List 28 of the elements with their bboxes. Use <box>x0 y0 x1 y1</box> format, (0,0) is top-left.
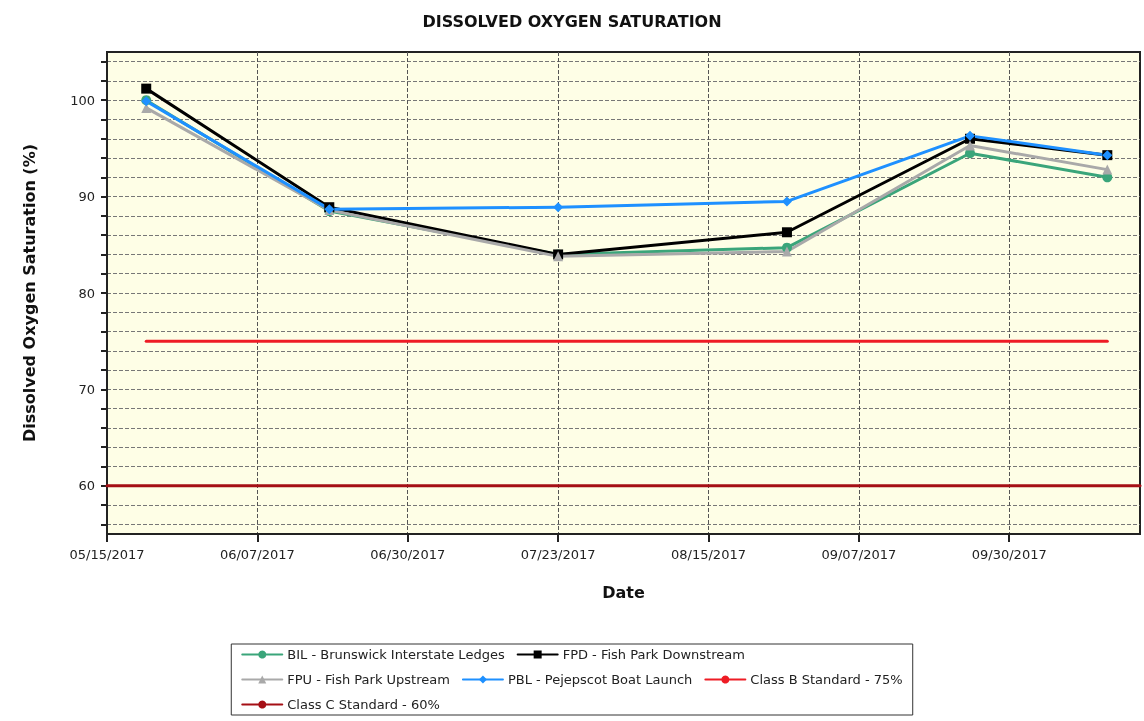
point <box>553 202 564 213</box>
x-tick-label: 06/07/2017 <box>219 547 295 562</box>
y-tick-label: 70 <box>78 381 95 397</box>
y-axis-title: Dissolved Oxygen Saturation (%) <box>19 144 39 442</box>
x-axis-title: Date <box>602 582 645 602</box>
x-tick-label: 09/07/2017 <box>821 547 897 562</box>
y-tick-label: 100 <box>70 92 95 108</box>
chart-title: DISSOLVED OXYGEN SATURATION <box>422 11 722 31</box>
x-tick-label: 08/15/2017 <box>671 547 746 562</box>
y-tick-label: 80 <box>78 285 95 301</box>
legend-label: BIL - Brunswick Interstate Ledges <box>287 647 505 662</box>
point <box>781 196 792 207</box>
x-tick-label: 05/15/2017 <box>69 547 145 562</box>
y-tick-label: 60 <box>78 478 95 494</box>
x-tick-label: 06/30/2017 <box>370 547 446 562</box>
x-tick-label: 09/30/2017 <box>971 547 1047 562</box>
x-tick-label: 07/23/2017 <box>520 547 596 562</box>
point <box>781 246 792 257</box>
point <box>1102 164 1113 175</box>
point <box>965 140 976 151</box>
point <box>141 83 152 94</box>
legend-label: FPU - Fish Park Upstream <box>287 672 450 687</box>
legend-label: FPD - Fish Park Downstream <box>562 647 745 662</box>
legend-label: Class B Standard - 75% <box>750 672 903 687</box>
legend-label: Class C Standard - 60% <box>287 697 440 712</box>
legend-label: PBL - Pejepscot Boat Launch <box>507 672 693 687</box>
y-tick-label: 90 <box>78 189 95 205</box>
point <box>781 227 792 238</box>
